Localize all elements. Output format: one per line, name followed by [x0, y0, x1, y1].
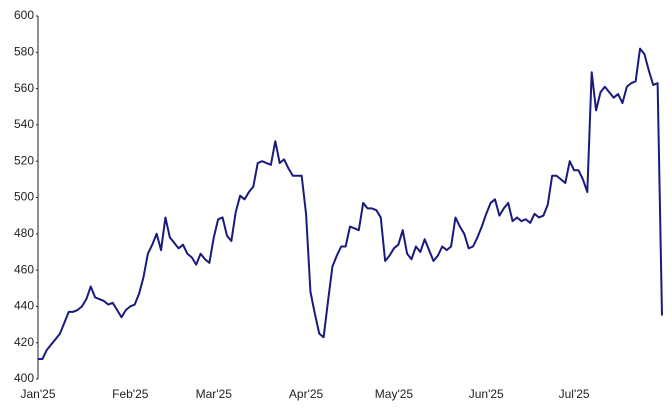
x-tick-label: May'25	[375, 387, 414, 401]
y-tick-label: 560	[14, 81, 34, 95]
x-tick-label: Apr'25	[289, 387, 324, 401]
y-tick-label: 480	[14, 226, 34, 240]
line	[38, 47, 663, 361]
y-tick-label: 540	[14, 117, 34, 131]
y-tick-label: 400	[14, 371, 34, 385]
x-tick-label: Jul'25	[559, 387, 590, 401]
x-tick-label: Jun'25	[469, 387, 504, 401]
y-tick-label: 420	[14, 335, 34, 349]
y-tick-label: 460	[14, 262, 34, 276]
y-tick-label: 580	[14, 44, 34, 58]
y-tick-label: 600	[14, 8, 34, 22]
y-tick-label: 520	[14, 153, 34, 167]
y-tick-label: 440	[14, 299, 34, 313]
x-tick-label: Feb'25	[112, 387, 149, 401]
x-tick-label: Jan'25	[21, 387, 56, 401]
y-tick-label: 500	[14, 190, 34, 204]
x-tick-label: Mar'25	[196, 387, 233, 401]
